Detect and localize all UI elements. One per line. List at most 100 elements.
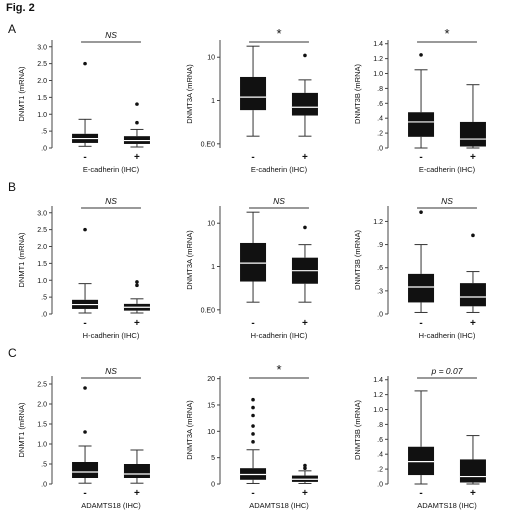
outlier-point <box>251 413 255 418</box>
x-tick-label: + <box>302 152 308 163</box>
outlier-point <box>419 210 423 214</box>
x-tick-label: - <box>83 152 86 163</box>
x-axis-label: H-cadherin (IHC) <box>419 331 476 340</box>
outlier-point <box>135 283 139 288</box>
y-tick-label: 20 <box>207 376 215 383</box>
box-plot-6: .0 .3 .6 .9 1.2 DNMT3B (mRNA) NS - + H-cadherin (… <box>353 196 486 340</box>
x-axis-label: H-cadherin (IHC) <box>251 331 308 340</box>
y-axis-label: DNMT3B (mRNA) <box>353 64 362 124</box>
significance-label: * <box>276 26 281 41</box>
y-tick-label: 1.0 <box>37 442 47 449</box>
outlier-point <box>419 53 423 57</box>
outlier-point <box>251 432 255 436</box>
y-tick-label: .5 <box>41 129 47 136</box>
y-tick-label: .9 <box>377 242 383 249</box>
x-tick-label: + <box>134 488 140 499</box>
x-tick-label: + <box>470 152 476 163</box>
y-tick-label: .6 <box>377 265 383 272</box>
y-tick-label: 1.0 <box>373 71 383 78</box>
significance-label: p = 0.07 <box>431 366 463 376</box>
outlier-point <box>303 225 307 230</box>
y-tick-label: 2.0 <box>37 244 47 251</box>
y-tick-label: 3.0 <box>37 210 47 217</box>
significance-label: NS <box>273 196 285 206</box>
y-tick-label: .6 <box>377 101 383 108</box>
y-tick-label: .4 <box>377 452 383 459</box>
y-tick-label: .8 <box>377 86 383 93</box>
y-tick-label: .6 <box>377 437 383 444</box>
significance-label: NS <box>105 30 117 40</box>
y-tick-label: 1.2 <box>373 219 383 226</box>
y-tick-label: .3 <box>377 288 383 295</box>
y-tick-label: 2.0 <box>37 402 47 409</box>
outlier-point <box>303 466 307 470</box>
row-label-c: C <box>8 346 17 360</box>
y-tick-label: 1.4 <box>373 377 383 384</box>
x-tick-label: + <box>470 488 476 499</box>
outlier-point <box>251 440 255 444</box>
outlier-point <box>303 53 307 58</box>
y-tick-label: .4 <box>377 116 383 123</box>
y-axis-label: DNMT3B (mRNA) <box>353 400 362 460</box>
y-tick-label: 1.4 <box>373 41 383 48</box>
significance-label: * <box>276 362 281 377</box>
outlier-point <box>471 233 475 238</box>
y-tick-label: .0 <box>377 482 383 489</box>
y-axis-label: DNMT1 (mRNA) <box>17 66 26 121</box>
x-axis-label: ADAMTS18 (IHC) <box>417 501 477 510</box>
box-plot-9: .0 .2 .4 .6 .8 1.0 1.2 1.4 DNMT3B (mRNA) p = 0.07… <box>353 366 486 510</box>
y-tick-label: 1 <box>211 98 215 105</box>
row-label-a: A <box>8 22 17 36</box>
x-tick-label: - <box>419 488 422 499</box>
box <box>408 446 435 476</box>
outlier-point <box>251 424 255 428</box>
box-plot-1: .0 .5 1.0 1.5 2.0 2.5 3.0 DNMT1 (mRNA) NS - + E-cad… <box>17 30 150 174</box>
outlier-point <box>83 386 87 390</box>
y-tick-label: 1.5 <box>37 422 47 429</box>
x-axis-label: E-cadherin (IHC) <box>419 165 476 174</box>
y-tick-label: 1.0 <box>37 278 47 285</box>
x-tick-label: - <box>419 318 422 329</box>
box <box>408 112 435 137</box>
box-plot-3: .0 .2 .4 .6 .8 1.0 1.2 1.4 DNMT3B (mRNA) * - + E-cad… <box>353 26 486 174</box>
y-tick-label: .0 <box>377 312 383 319</box>
y-axis-label: DNMT3B (mRNA) <box>353 230 362 290</box>
y-tick-label: 1 <box>211 264 215 271</box>
box <box>459 459 486 483</box>
x-tick-label: - <box>83 318 86 329</box>
x-tick-label: + <box>302 488 308 499</box>
box <box>291 92 318 116</box>
y-tick-label: 1.0 <box>373 407 383 414</box>
y-axis-label: DNMT3A (mRNA) <box>185 230 194 290</box>
box <box>408 273 435 303</box>
x-axis-label: ADAMTS18 (IHC) <box>81 501 141 510</box>
y-axis-label: DNMT1 (mRNA) <box>17 232 26 287</box>
outlier-point <box>251 405 255 410</box>
y-tick-label: 10 <box>207 55 215 62</box>
y-tick-label: .0 <box>41 312 47 319</box>
box-plot-2: 0.E0 1 10 DNMT3A (mRNA) * - + E-cadherin (IHC) <box>185 26 318 174</box>
y-tick-label: 15 <box>207 402 215 409</box>
box <box>240 76 267 111</box>
y-tick-label: .8 <box>377 422 383 429</box>
y-axis-label: DNMT1 (mRNA) <box>17 402 26 457</box>
y-tick-label: 0.E0 <box>201 307 216 314</box>
y-tick-label: 1.5 <box>37 95 47 102</box>
y-axis-label: DNMT3A (mRNA) <box>185 64 194 124</box>
box-plot-5: 0.E0 1 10 DNMT3A (mRNA) NS - + H-cadherin (IHC) <box>185 196 318 340</box>
significance-label: NS <box>105 196 117 206</box>
y-tick-label: 5 <box>211 455 215 462</box>
y-tick-label: 2.5 <box>37 382 47 389</box>
outlier-point <box>83 430 87 434</box>
y-tick-label: .2 <box>377 467 383 474</box>
outlier-point <box>135 280 139 284</box>
x-tick-label: - <box>419 152 422 163</box>
outlier-point <box>83 61 87 66</box>
x-axis-label: ADAMTS18 (IHC) <box>249 501 309 510</box>
x-tick-label: - <box>83 488 86 499</box>
y-tick-label: .5 <box>41 295 47 302</box>
y-tick-label: .0 <box>377 146 383 153</box>
outlier-point <box>83 227 87 232</box>
